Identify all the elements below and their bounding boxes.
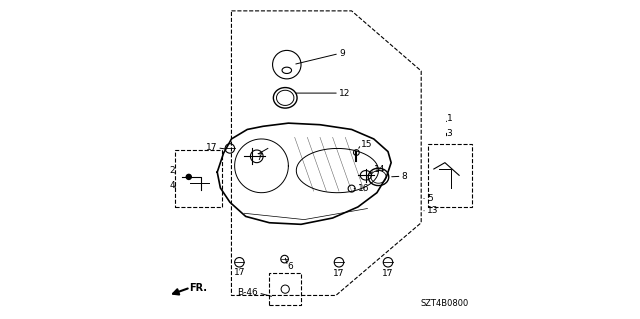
- Text: 13: 13: [427, 206, 438, 215]
- Text: 9: 9: [339, 49, 345, 58]
- Text: 1: 1: [447, 114, 452, 123]
- Text: FR.: FR.: [189, 283, 207, 293]
- Text: 14: 14: [374, 166, 386, 174]
- Circle shape: [186, 174, 191, 179]
- Bar: [428, 144, 472, 207]
- Text: 8: 8: [401, 172, 407, 181]
- Text: 17: 17: [382, 269, 394, 278]
- Text: 5: 5: [427, 194, 433, 203]
- Text: 4: 4: [170, 181, 175, 190]
- Text: 6: 6: [288, 262, 294, 271]
- Text: 12: 12: [339, 89, 350, 98]
- Text: 15: 15: [361, 140, 372, 149]
- Text: 17: 17: [205, 143, 217, 152]
- Bar: [269, 273, 301, 305]
- Text: SZT4B0800: SZT4B0800: [420, 299, 468, 308]
- Text: 7: 7: [256, 153, 262, 162]
- Bar: [175, 150, 222, 207]
- Text: 17: 17: [234, 268, 245, 277]
- Text: 3: 3: [447, 129, 452, 138]
- Text: B-46: B-46: [237, 288, 259, 297]
- Text: 2: 2: [170, 166, 175, 175]
- Text: 17: 17: [333, 269, 345, 278]
- Text: 16: 16: [358, 184, 369, 193]
